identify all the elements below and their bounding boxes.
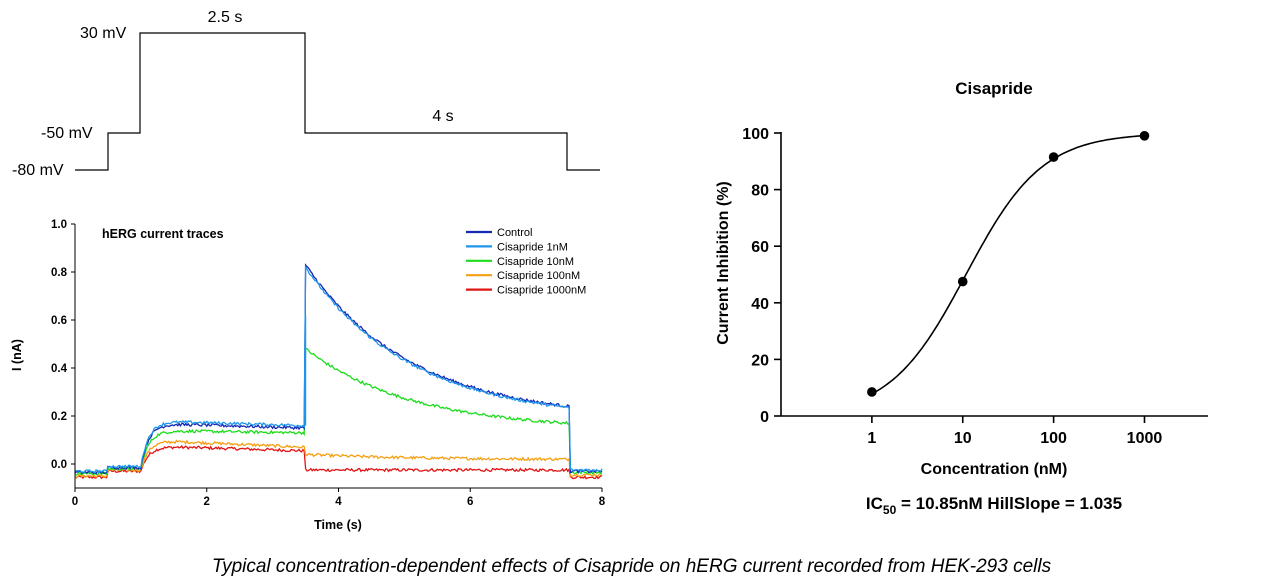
traces-ytick-label: 0.2 <box>51 411 67 423</box>
dr-data-point <box>957 276 968 287</box>
dr-xtick-label: 1 <box>867 430 876 447</box>
trace-line-cisapride-100nm <box>74 439 603 479</box>
traces-title: hERG current traces <box>102 227 224 241</box>
legend-label: Cisapride 100nM <box>497 270 580 282</box>
ic50-subscript: 50 <box>883 503 897 517</box>
trace-line-cisapride-1000nm <box>74 444 603 480</box>
dose-response-points <box>867 131 1150 397</box>
trace-line-cisapride-10nm <box>74 347 603 476</box>
protocol-level-minus50mv: -50 mV <box>41 125 93 142</box>
dose-response-xlabel: Concentration (nM) <box>921 461 1068 478</box>
protocol-duration-step: 2.5 s <box>208 9 243 26</box>
traces-ytick-label: 0.6 <box>51 315 67 327</box>
dr-xtick-label: 10 <box>954 430 972 447</box>
ic50-rest: = 10.85nM HillSlope = 1.035 <box>896 494 1122 513</box>
dr-ytick-label: 40 <box>751 296 769 313</box>
traces-ytick-label: 0.4 <box>51 363 68 375</box>
dr-data-point <box>1048 152 1059 162</box>
ic50-main: IC <box>866 494 883 513</box>
dr-ytick-label: 100 <box>742 126 769 143</box>
legend-label: Cisapride 10nM <box>497 256 574 268</box>
dose-response-axes: 0 20 40 60 80 100 1 10 100 1000 <box>742 126 1208 447</box>
traces-ylabel: I (nA) <box>10 339 24 371</box>
traces-xtick-label: 8 <box>599 496 606 508</box>
voltage-protocol: 30 mV -50 mV -80 mV 2.5 s 4 s <box>12 9 600 179</box>
dose-response-title: Cisapride <box>955 79 1032 98</box>
dose-response-fit-curve <box>871 134 1145 395</box>
dr-ytick-label: 60 <box>751 239 769 256</box>
trace-line-cisapride-1nm <box>74 264 603 474</box>
traces-series-group <box>74 263 603 480</box>
traces-chart: 0.0 0.2 0.4 0.6 0.8 1.0 0 2 4 6 8 hERG current tra… <box>10 219 606 532</box>
traces-xtick-label: 6 <box>467 496 473 508</box>
traces-axes: 0.0 0.2 0.4 0.6 0.8 1.0 0 2 4 6 8 <box>51 219 606 508</box>
protocol-level-minus80mv: -80 mV <box>12 162 64 179</box>
ic50-annotation: IC50 = 10.85nM HillSlope = 1.035 <box>866 494 1122 517</box>
dr-ytick-label: 0 <box>760 409 769 426</box>
dr-xtick-label: 100 <box>1040 430 1067 447</box>
traces-legend: Control Cisapride 1nM Cisapride 10nM Cisapr… <box>466 227 586 297</box>
dr-data-point <box>867 387 877 397</box>
protocol-waveform <box>75 32 600 171</box>
traces-xlabel: Time (s) <box>314 518 362 532</box>
figure-caption: Typical concentration-dependent effects … <box>211 556 1052 577</box>
dose-response-chart: Cisapride 0 20 40 60 80 100 1 10 100 1000 Concent… <box>715 79 1208 517</box>
traces-ytick-label: 1.0 <box>51 219 67 231</box>
traces-xtick-label: 4 <box>335 496 342 508</box>
protocol-duration-tail: 4 s <box>432 108 453 125</box>
protocol-level-30mv: 30 mV <box>80 25 127 42</box>
dr-ytick-label: 20 <box>751 352 769 369</box>
legend-label: Control <box>497 227 532 239</box>
dr-ytick-label: 80 <box>751 183 769 200</box>
legend-label: Cisapride 1000nM <box>497 285 586 297</box>
traces-xtick-label: 2 <box>204 496 210 508</box>
traces-ytick-label: 0.0 <box>51 459 67 471</box>
dr-data-point <box>1139 131 1150 141</box>
legend-label: Cisapride 1nM <box>497 241 568 253</box>
traces-xtick-label: 0 <box>72 496 78 508</box>
dr-xtick-label: 1000 <box>1127 430 1163 447</box>
traces-ytick-label: 0.8 <box>51 267 68 279</box>
dose-response-ylabel: Current Inhibition (%) <box>715 181 732 345</box>
